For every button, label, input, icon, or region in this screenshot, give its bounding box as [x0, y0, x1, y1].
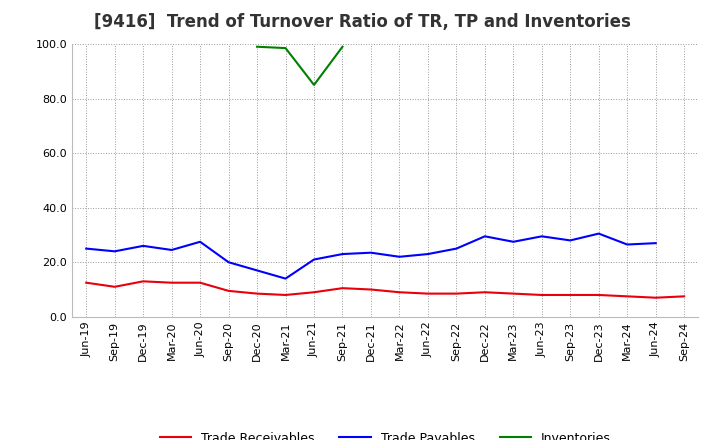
Trade Receivables: [452, 291, 461, 296]
Line: Inventories: Inventories: [257, 47, 343, 85]
Line: Trade Receivables: Trade Receivables: [86, 281, 684, 298]
Legend: Trade Receivables, Trade Payables, Inventories: Trade Receivables, Trade Payables, Inven…: [155, 427, 616, 440]
Trade Receivables: [566, 292, 575, 297]
Trade Receivables: [395, 290, 404, 295]
Trade Receivables: [366, 287, 375, 292]
Trade Receivables: [196, 280, 204, 285]
Trade Payables: [480, 234, 489, 239]
Trade Receivables: [680, 294, 688, 299]
Trade Payables: [338, 251, 347, 257]
Trade Payables: [110, 249, 119, 254]
Trade Payables: [566, 238, 575, 243]
Trade Payables: [253, 268, 261, 273]
Inventories: [282, 45, 290, 51]
Trade Payables: [310, 257, 318, 262]
Trade Receivables: [82, 280, 91, 285]
Inventories: [338, 44, 347, 49]
Trade Receivables: [509, 291, 518, 296]
Inventories: [253, 44, 261, 49]
Trade Payables: [167, 247, 176, 253]
Trade Payables: [395, 254, 404, 260]
Trade Payables: [282, 276, 290, 281]
Trade Receivables: [652, 295, 660, 301]
Trade Payables: [82, 246, 91, 251]
Trade Payables: [196, 239, 204, 244]
Trade Receivables: [139, 279, 148, 284]
Trade Payables: [623, 242, 631, 247]
Trade Receivables: [110, 284, 119, 290]
Trade Receivables: [480, 290, 489, 295]
Trade Payables: [452, 246, 461, 251]
Trade Payables: [509, 239, 518, 244]
Trade Receivables: [423, 291, 432, 296]
Trade Receivables: [167, 280, 176, 285]
Trade Payables: [652, 241, 660, 246]
Trade Payables: [366, 250, 375, 255]
Trade Receivables: [282, 292, 290, 297]
Inventories: [310, 82, 318, 88]
Trade Payables: [423, 251, 432, 257]
Trade Receivables: [537, 292, 546, 297]
Trade Payables: [537, 234, 546, 239]
Trade Receivables: [338, 286, 347, 291]
Trade Payables: [139, 243, 148, 249]
Trade Receivables: [310, 290, 318, 295]
Trade Receivables: [623, 294, 631, 299]
Trade Receivables: [253, 291, 261, 296]
Text: [9416]  Trend of Turnover Ratio of TR, TP and Inventories: [9416] Trend of Turnover Ratio of TR, TP…: [94, 13, 631, 31]
Trade Receivables: [225, 288, 233, 293]
Trade Payables: [595, 231, 603, 236]
Trade Payables: [225, 260, 233, 265]
Trade Receivables: [595, 292, 603, 297]
Line: Trade Payables: Trade Payables: [86, 234, 656, 279]
